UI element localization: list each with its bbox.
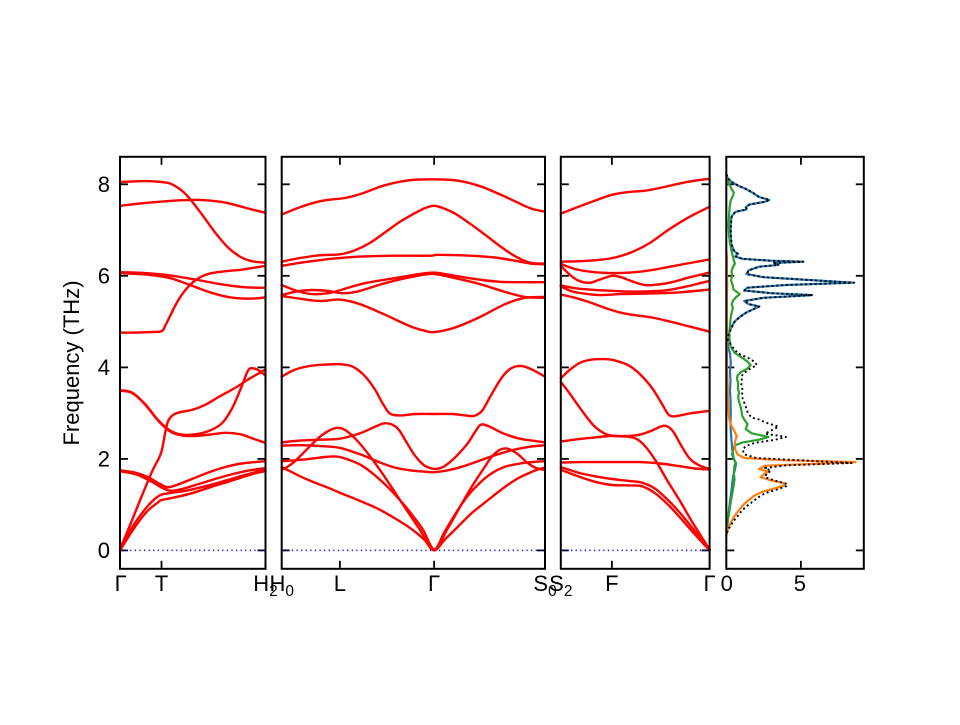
svg-text:8: 8 [98,172,110,197]
svg-text:4: 4 [98,355,110,380]
svg-text:0: 0 [721,571,733,596]
svg-text:F: F [605,571,618,596]
svg-text:L: L [334,571,346,596]
svg-text:2: 2 [98,446,110,471]
svg-text:5: 5 [794,571,806,596]
svg-text:Γ: Γ [704,571,716,596]
svg-text:6: 6 [98,263,110,288]
svg-text:Γ: Γ [115,571,127,596]
svg-text:Frequency (THz): Frequency (THz) [59,280,84,445]
svg-text:T: T [155,571,168,596]
svg-text:Γ: Γ [428,571,440,596]
svg-text:0: 0 [98,538,110,563]
